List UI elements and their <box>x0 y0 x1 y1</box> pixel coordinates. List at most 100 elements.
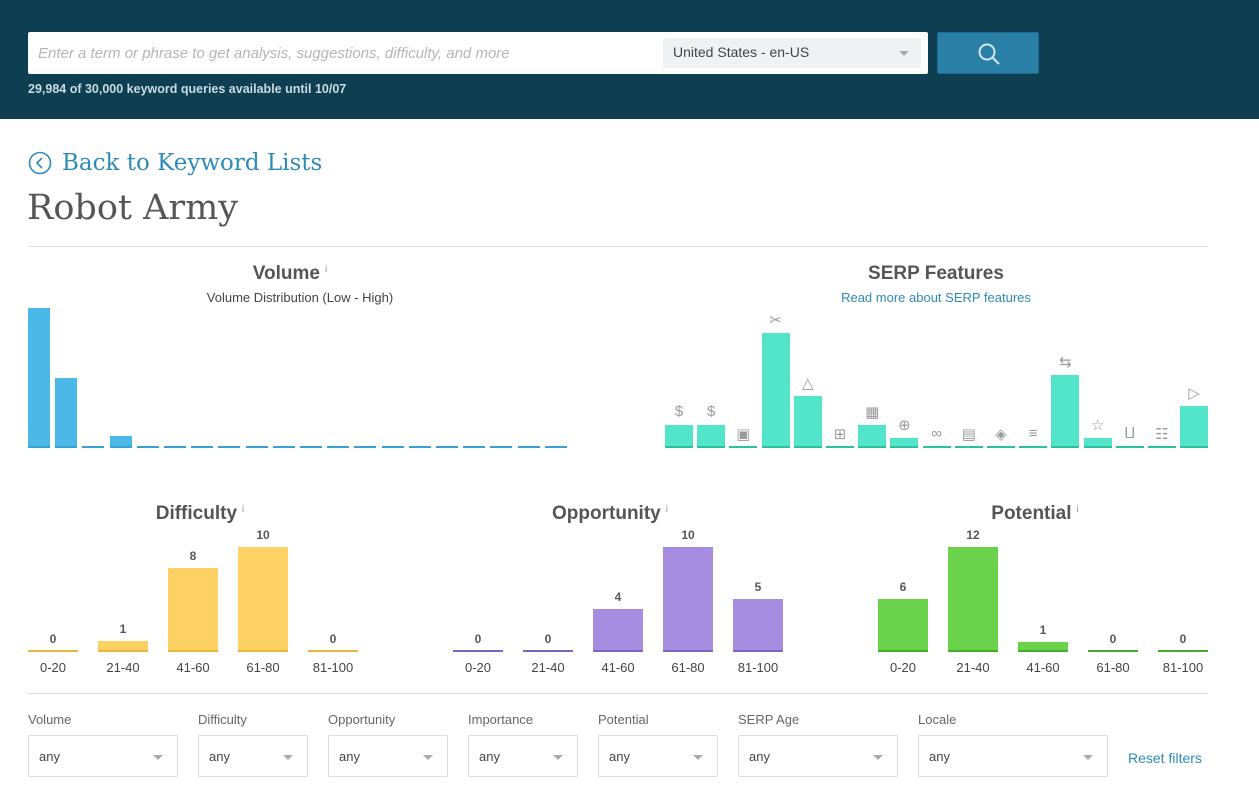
reviews-star-icon: ☆ <box>1090 416 1105 434</box>
importance-filter-select[interactable]: any <box>468 735 578 777</box>
opportunity-filter-select[interactable]: any <box>328 735 448 777</box>
image-pack-icon: △ <box>802 374 814 392</box>
difficulty-title: Difficulty i <box>100 503 300 525</box>
importance-filter-label: Importance <box>468 712 534 727</box>
difficulty-bar-value: 8 <box>189 548 197 563</box>
volume-bar <box>28 308 50 447</box>
potential-bar-baseline <box>1018 650 1068 652</box>
difficulty-bar-baseline <box>28 650 78 652</box>
opportunity-title: Opportunity i <box>510 503 710 525</box>
volume-bar-baseline <box>463 446 486 448</box>
volume-bar-baseline <box>55 446 78 448</box>
difficulty-bar-value: 1 <box>119 621 127 636</box>
volume-bar-baseline <box>327 446 350 448</box>
search-button[interactable] <box>937 32 1039 74</box>
opportunity-bar-value: 5 <box>754 580 762 594</box>
serp-features-link-wrap: Read more about SERP features <box>786 290 1086 305</box>
volume-bar-baseline <box>354 446 377 448</box>
reset-filters-link[interactable]: Reset filters <box>1128 750 1202 766</box>
potential-tick-label: 61-80 <box>1096 660 1130 675</box>
volume-bar-baseline <box>381 446 404 448</box>
volume-bar-baseline <box>82 446 105 448</box>
info-icon[interactable]: i <box>665 503 668 515</box>
opportunity-bar-value: 0 <box>544 632 552 646</box>
opportunity-bar-baseline <box>453 650 503 652</box>
opportunity-filter-value: any <box>339 749 360 764</box>
review-icon: ◈ <box>995 426 1007 443</box>
potential-filter-value: any <box>609 749 630 764</box>
volume-bar-baseline <box>28 446 50 448</box>
volume-bar-baseline <box>164 446 186 448</box>
chevron-down-icon <box>283 755 293 760</box>
chevron-down-icon <box>423 755 433 760</box>
back-arrow-icon <box>28 151 52 175</box>
potential-bar <box>948 547 998 651</box>
difficulty-bar-baseline <box>168 650 218 652</box>
serp-feature-bar <box>858 425 887 447</box>
volume-title: Volume i <box>190 263 390 285</box>
chevron-down-icon <box>873 755 883 760</box>
serp-feature-baseline <box>1051 446 1080 448</box>
serp-feature-baseline <box>1115 446 1144 448</box>
serp-features-title: SERP Features <box>868 263 1004 284</box>
volume-filter-select[interactable]: any <box>28 735 178 777</box>
serp-age-filter-select[interactable]: any <box>738 735 898 777</box>
difficulty-bar-value: 0 <box>329 632 337 646</box>
difficulty-bar-baseline <box>98 650 148 652</box>
difficulty-filter-value: any <box>209 749 230 764</box>
news-icon: ▤ <box>961 426 976 443</box>
opportunity-bar-baseline <box>733 650 783 652</box>
locale-filter-label: Locale <box>918 712 957 727</box>
ad-top-icon: $ <box>674 403 684 421</box>
jobs-icon: ▣ <box>736 426 751 443</box>
top-bar: United States - en-US 29,984 of 30,000 k… <box>0 0 1259 119</box>
back-link-label: Back to Keyword Lists <box>62 150 323 176</box>
difficulty-bar <box>238 547 288 651</box>
locale-select[interactable]: United States - en-US <box>663 38 921 68</box>
knowledge-panel-icon: ⊞ <box>833 426 847 443</box>
opportunity-filter-label: Opportunity <box>328 712 396 727</box>
serp-features-link[interactable]: Read more about SERP features <box>841 290 1031 305</box>
volume-title-text: Volume <box>252 263 320 284</box>
locale-value: United States - en-US <box>673 44 810 60</box>
difficulty-tick-label: 0-20 <box>39 660 67 675</box>
serp-feature-baseline <box>858 446 887 448</box>
opportunity-bar <box>733 599 783 651</box>
difficulty-bar-value: 10 <box>256 528 270 542</box>
serp-feature-bar <box>761 333 790 447</box>
knowledge-card-icon: ▦ <box>865 404 880 422</box>
volume-bar-baseline <box>490 446 513 448</box>
difficulty-filter-select[interactable]: any <box>198 735 308 777</box>
potential-filter-label: Potential <box>598 712 649 727</box>
query-quota: 29,984 of 30,000 keyword queries availab… <box>28 82 347 96</box>
difficulty-bar <box>98 640 148 651</box>
search-input[interactable] <box>38 32 658 74</box>
volume-bar-baseline <box>517 446 540 448</box>
opportunity-tick-label: 21-40 <box>531 660 565 675</box>
potential-bar-baseline <box>878 650 928 652</box>
opportunity-tick-label: 41-60 <box>601 660 635 675</box>
back-to-keyword-lists-link[interactable]: Back to Keyword Lists <box>28 150 322 176</box>
potential-filter-select[interactable]: any <box>598 735 718 777</box>
chevron-down-icon <box>899 51 909 56</box>
difficulty-title-text: Difficulty <box>155 503 238 524</box>
potential-tick-label: 21-40 <box>956 660 990 675</box>
featured-snippet-icon: ✂ <box>769 312 782 329</box>
difficulty-bar-value: 0 <box>49 632 57 646</box>
serp-feature-baseline <box>697 446 726 448</box>
serp-feature-bar <box>1083 437 1112 447</box>
info-icon[interactable]: i <box>324 263 328 275</box>
volume-bar-baseline <box>218 446 241 448</box>
opportunity-bar-baseline <box>663 650 713 652</box>
volume-bar-baseline <box>109 446 132 448</box>
potential-tick-label: 41-60 <box>1026 660 1060 675</box>
difficulty-bar-baseline <box>308 650 358 652</box>
locale-filter-select[interactable]: any <box>918 735 1108 777</box>
serp-age-filter-value: any <box>749 749 770 764</box>
info-icon[interactable]: i <box>242 503 245 515</box>
serp-feature-baseline <box>954 446 983 448</box>
difficulty-tick-label: 21-40 <box>106 660 140 675</box>
opportunity-tick-label: 0-20 <box>464 660 492 675</box>
info-icon[interactable]: i <box>1076 503 1079 515</box>
opportunity-bar-value: 0 <box>474 632 482 646</box>
